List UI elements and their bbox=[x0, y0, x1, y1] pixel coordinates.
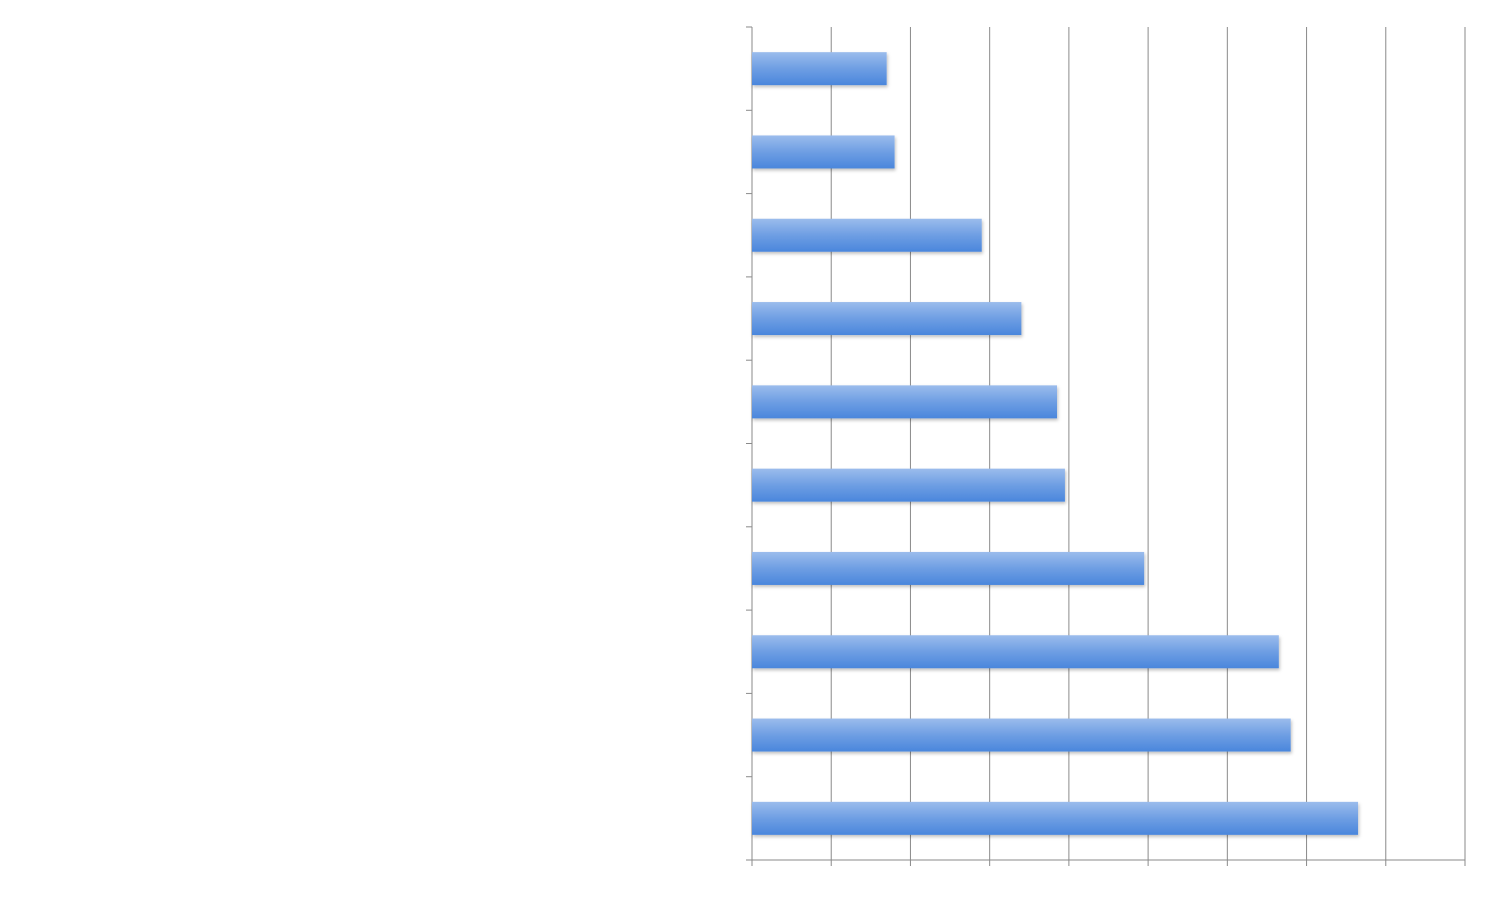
bar bbox=[752, 302, 1022, 336]
bar bbox=[752, 385, 1058, 419]
bar bbox=[752, 468, 1065, 502]
bar bbox=[752, 52, 887, 86]
bar bbox=[752, 718, 1291, 752]
bar bbox=[752, 801, 1359, 835]
bar bbox=[752, 218, 982, 252]
bar bbox=[752, 635, 1279, 669]
bar bbox=[752, 135, 895, 169]
bar bbox=[752, 551, 1145, 585]
